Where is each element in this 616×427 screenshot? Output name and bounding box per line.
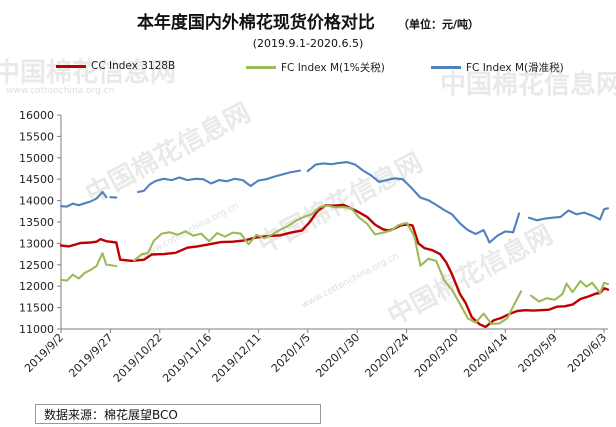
series-line-1-segment-3 bbox=[529, 280, 610, 303]
x-tick-label: 2020/5/9 bbox=[516, 331, 560, 375]
y-tick-label: 15000 bbox=[19, 152, 54, 165]
chart-title-row: 本年度国内外棉花现货价格对比 （单位：元/吨） bbox=[0, 8, 616, 33]
legend-label: CC Index 3128B bbox=[91, 60, 176, 72]
legend-label: FC Index M(滑准税) bbox=[466, 62, 564, 74]
legend-item-fc-index-sliding: FC Index M(滑准税) bbox=[431, 60, 564, 75]
y-tick-label: 16000 bbox=[19, 109, 54, 122]
series-line-1-segment-2 bbox=[133, 204, 523, 325]
y-tick-label: 13500 bbox=[19, 216, 54, 229]
x-tick-label: 2019/9/2 bbox=[22, 331, 66, 375]
y-tick-label: 12500 bbox=[19, 259, 54, 272]
x-tick-label: 2020/3/20 bbox=[412, 331, 461, 380]
y-tick-label: 15500 bbox=[19, 130, 54, 143]
y-tick-label: 11500 bbox=[19, 302, 54, 315]
x-tick-label: 2019/12/11 bbox=[210, 331, 264, 385]
legend-swatch bbox=[246, 66, 276, 69]
y-tick-label: 14500 bbox=[19, 173, 54, 186]
legend: CC Index 3128B FC Index M(1%关税) FC Index… bbox=[56, 60, 616, 76]
legend-swatch bbox=[56, 64, 86, 68]
chart-title: 本年度国内外棉花现货价格对比 bbox=[136, 13, 375, 33]
legend-item-cc-index: CC Index 3128B bbox=[56, 60, 175, 72]
x-tick-label: 2019/11/16 bbox=[160, 331, 214, 385]
x-tick-label: 2020/2/24 bbox=[363, 331, 412, 380]
series-line-1-segment-0 bbox=[59, 252, 108, 282]
x-tick-label: 2020/1/5 bbox=[269, 331, 313, 375]
y-tick-label: 13000 bbox=[19, 237, 54, 250]
x-tick-label: 2019/9/27 bbox=[66, 331, 115, 380]
series-line-2-segment-0 bbox=[59, 190, 108, 208]
x-tick-label: 2020/1/30 bbox=[313, 331, 362, 380]
series-line-0-segment-0 bbox=[59, 203, 610, 329]
legend-swatch bbox=[431, 66, 461, 69]
chart-unit: （单位：元/吨） bbox=[398, 18, 480, 31]
y-tick-label: 14000 bbox=[19, 195, 54, 208]
series-line-1-segment-1 bbox=[107, 263, 118, 268]
x-tick-label: 2020/4/14 bbox=[461, 331, 510, 380]
legend-label: FC Index M(1%关税) bbox=[281, 62, 385, 74]
chart-subtitle: (2019.9.1-2020.6.5) bbox=[252, 37, 364, 50]
series-line-2-segment-3 bbox=[306, 161, 521, 244]
y-tick-label: 11000 bbox=[19, 323, 54, 336]
series-line-2-segment-4 bbox=[527, 207, 610, 222]
series-line-2-segment-2 bbox=[136, 169, 301, 194]
legend-item-fc-index-1pct: FC Index M(1%关税) bbox=[246, 60, 385, 75]
x-tick-label: 2019/10/22 bbox=[111, 331, 165, 385]
x-tick-label: 2020/6/3 bbox=[565, 331, 609, 375]
y-tick-label: 12000 bbox=[19, 280, 54, 293]
data-source: 数据来源：棉花展望BCO bbox=[35, 404, 321, 424]
